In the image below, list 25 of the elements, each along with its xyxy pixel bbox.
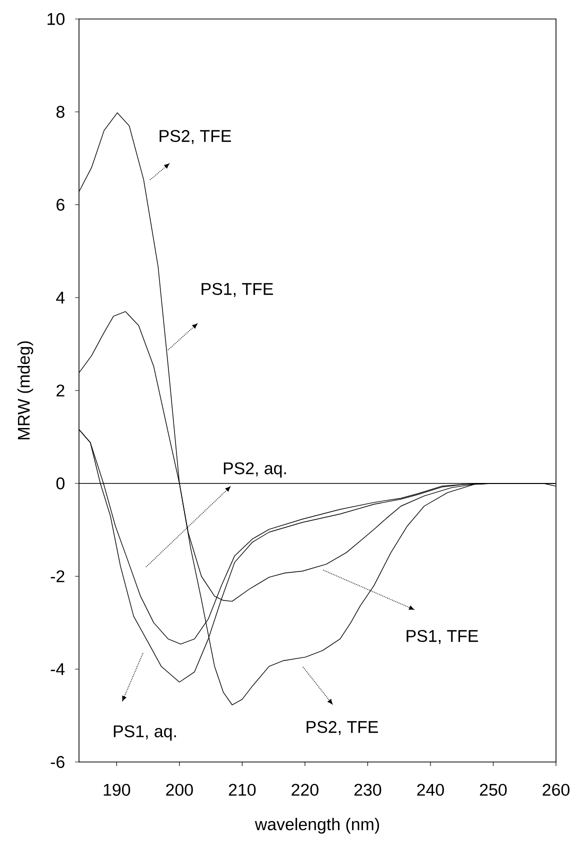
x-tick-label: 260 [542,784,570,796]
y-tick-label: -6 [50,756,64,768]
x-tick-label: 190 [104,784,130,796]
y-tick-label: 6 [56,198,64,211]
y-tick-label: 8 [56,106,64,118]
annotation: PS1, aq. [114,725,176,741]
annotation: PS2, aq. [224,462,286,478]
annotation: PS2, TFE [160,130,231,144]
y-axis-title: MRW (mdeg) [17,341,34,440]
x-tick-label: 200 [166,784,193,796]
y-tick-label: -2 [50,570,64,582]
y-tick-label: 4 [56,292,65,304]
x-tick-label: 220 [292,784,318,796]
x-tick-label: 210 [228,784,256,796]
annotation: PS1, TFE [202,282,273,297]
x-tick-label: 240 [417,784,444,796]
y-tick-label: 2 [56,384,64,396]
x-axis-title: wavelength (nm) [254,818,380,834]
x-tick-label: 250 [480,784,507,796]
x-tick-label: 230 [354,784,382,796]
annotation: PS1, TFE [406,630,478,644]
y-tick-label: 0 [56,477,64,490]
annotation: PS2, TFE [306,721,378,735]
y-tick-label: -4 [50,663,65,675]
y-tick-label: 10 [48,12,64,25]
